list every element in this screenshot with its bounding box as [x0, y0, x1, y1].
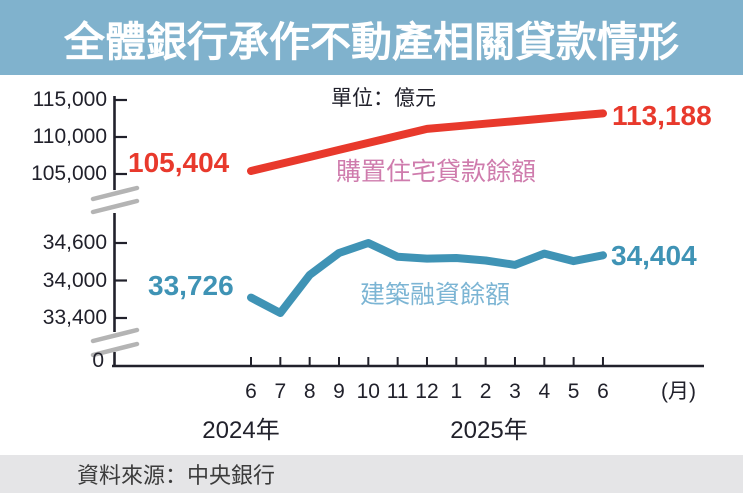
year-label-2024: 2024年 — [202, 417, 280, 444]
title-bar: 全體銀行承作不動產相關貸款情形 — [0, 0, 743, 75]
x-tick-label-month: 2 — [479, 380, 492, 403]
broken-axis-line-chart — [90, 96, 704, 368]
housing-series-label: 購置住宅貸款餘額 — [336, 158, 537, 186]
x-tick-label-month: 1 — [450, 380, 463, 403]
chart-area: 單位：億元 105,404 113,188 購置住宅貸款餘額 33,726 34… — [0, 75, 743, 455]
x-tick-label-month: 12 — [415, 380, 439, 403]
y-tick-label-lower: 34,000 — [42, 268, 107, 292]
axis-break-mark — [90, 185, 140, 202]
source-bar: 資料來源：中央銀行 — [0, 455, 743, 493]
x-tick-label-month: 9 — [333, 380, 345, 403]
construction-loan-line — [247, 239, 607, 317]
x-tick-label-month: 7 — [274, 380, 287, 403]
housing-loan-line — [247, 109, 607, 175]
axis-break-mark — [90, 198, 140, 215]
construction-end-value: 34,404 — [611, 240, 697, 271]
x-tick-label-month: 11 — [386, 380, 409, 403]
construction-start-value: 33,726 — [148, 270, 234, 301]
x-tick-label-month: 8 — [303, 380, 316, 403]
y-tick-label-upper: 115,000 — [32, 88, 107, 111]
x-tick-label-month: 6 — [245, 380, 257, 403]
x-tick-label-month: 6 — [597, 380, 609, 403]
x-tick-label-month: 5 — [567, 380, 580, 403]
x-tick-label-month: 10 — [356, 380, 380, 403]
page-title: 全體銀行承作不動產相關貸款情形 — [64, 18, 679, 65]
x-tick-label-month: 4 — [538, 380, 551, 403]
construction-series-label: 建築融資餘額 — [360, 281, 511, 309]
unit-label: 單位：億元 — [331, 87, 436, 110]
y-tick-label-lower: 34,600 — [42, 231, 107, 254]
y-tick-label-upper: 105,000 — [31, 162, 107, 185]
housing-end-value: 113,188 — [612, 100, 712, 131]
housing-start-value: 105,404 — [128, 147, 230, 178]
axis-break-mark — [90, 327, 140, 344]
axis-break-mark — [90, 341, 140, 358]
y-tick-label-lower: 33,400 — [42, 306, 107, 329]
source-text: 資料來源：中央銀行 — [77, 463, 276, 488]
x-axis-unit-label: (月) — [661, 380, 696, 403]
year-label-2025: 2025年 — [450, 417, 528, 444]
y-tick-label-upper: 110,000 — [32, 125, 107, 148]
y-axis-zero-label: 0 — [92, 349, 104, 372]
x-tick-label-month: 3 — [509, 380, 521, 403]
